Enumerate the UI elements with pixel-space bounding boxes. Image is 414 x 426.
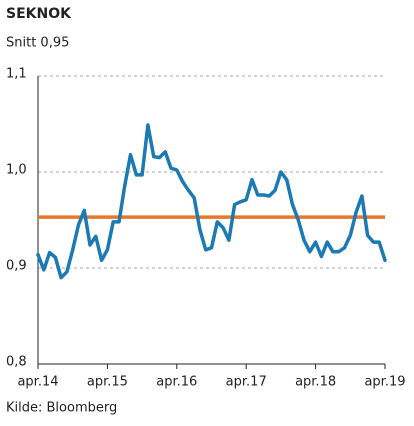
chart-title: SEKNOK (6, 6, 72, 22)
y-tick-label: 1,0 (6, 163, 27, 178)
chart-subtitle: Snitt 0,95 (6, 36, 69, 51)
x-tick-label: apr.14 (17, 375, 58, 390)
x-tick-label: apr.18 (295, 375, 336, 390)
x-tick-label: apr.17 (226, 375, 267, 390)
x-tick-label: apr.15 (87, 375, 128, 390)
y-tick-label: 1,1 (6, 67, 27, 82)
data-line (36, 123, 387, 280)
y-tick-label: 0,8 (6, 355, 27, 370)
source: Kilde: Bloomberg (6, 401, 117, 416)
x-tick-label: apr.19 (364, 375, 405, 390)
x-tick-label: apr.16 (156, 375, 197, 390)
y-tick-label: 0,9 (6, 259, 27, 274)
